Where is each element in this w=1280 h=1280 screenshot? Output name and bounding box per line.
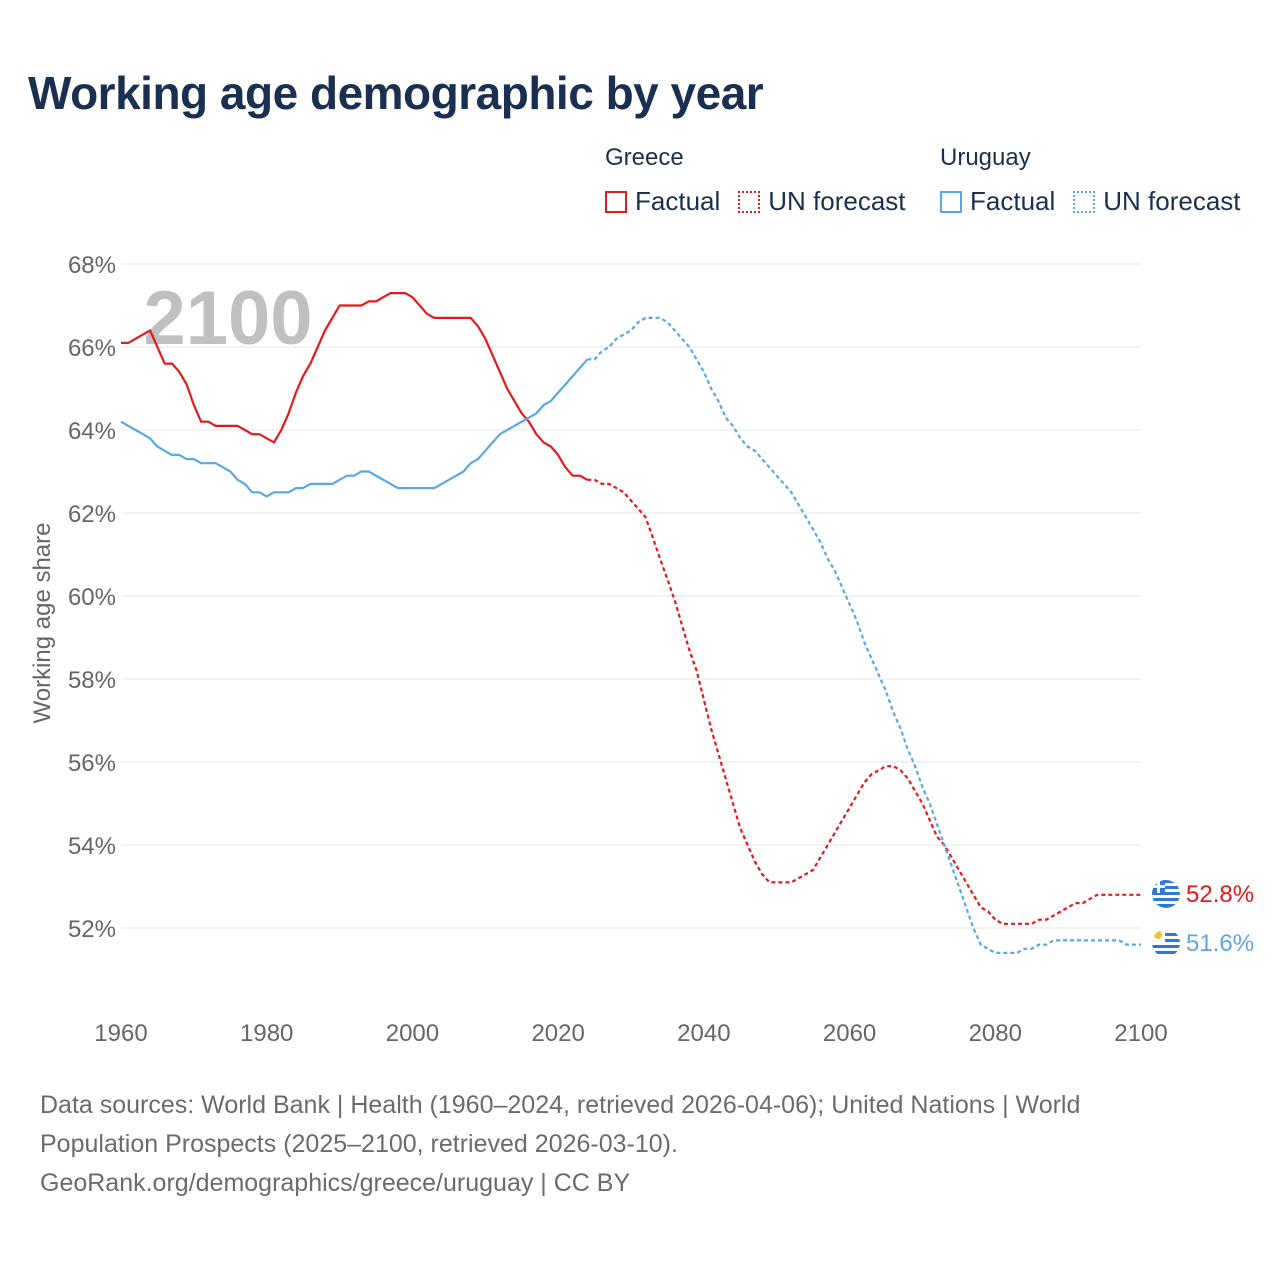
x-tick-label: 2100 xyxy=(1114,1020,1167,1047)
greece-forecast-line xyxy=(587,478,1141,925)
legend-label: Factual xyxy=(635,186,721,216)
legend-group-uruguay: Uruguay Factual UN forecast xyxy=(940,144,1259,217)
legend-group-greece: Greece Factual UN forecast xyxy=(605,144,924,217)
greece-flag-icon xyxy=(1152,880,1180,908)
legend-uruguay-factual[interactable]: Factual xyxy=(940,186,1055,217)
legend-greece-factual[interactable]: Factual xyxy=(605,186,720,217)
y-tick-label: 68% xyxy=(68,252,116,279)
legend-greece-forecast[interactable]: UN forecast xyxy=(738,186,906,217)
x-tick-label: 2000 xyxy=(386,1020,439,1047)
x-tick-label: 1960 xyxy=(94,1020,147,1047)
grid-lines xyxy=(121,263,1141,929)
y-tick-label: 64% xyxy=(68,418,116,445)
x-tick-label: 2020 xyxy=(531,1020,584,1047)
y-tick-label: 56% xyxy=(68,750,116,777)
y-tick-label: 62% xyxy=(68,501,116,528)
greece-factual-line xyxy=(121,292,588,481)
legend-label: Factual xyxy=(970,186,1056,216)
legend-label: UN forecast xyxy=(768,186,906,216)
year-watermark: 2100 xyxy=(143,276,312,361)
series-lines xyxy=(120,292,1141,954)
y-tick-label: 66% xyxy=(68,335,116,362)
legend-uruguay-forecast[interactable]: UN forecast xyxy=(1073,186,1241,217)
x-tick-label: 2040 xyxy=(677,1020,730,1047)
legend-swatch-dotted xyxy=(738,190,761,213)
sources-text: Data sources: World Bank | Health (1960–… xyxy=(40,1091,1081,1158)
data-sources-footer: Data sources: World Bank | Health (1960–… xyxy=(40,1086,1190,1203)
uruguay-end-value-label: 51.6% xyxy=(1186,930,1254,957)
x-axis-ticks: 1960 1980 2000 2020 2040 2060 2080 2100 xyxy=(94,1020,1167,1047)
y-axis-ticks: 52% 54% 56% 58% 60% 62% 64% 66% 68% xyxy=(68,252,116,943)
license-link[interactable]: GeoRank.org/demographics/greece/uruguay … xyxy=(40,1169,631,1197)
legend-swatch-solid xyxy=(940,190,962,213)
y-tick-label: 60% xyxy=(68,584,116,611)
y-axis-label: Working age share xyxy=(29,523,56,724)
y-tick-label: 52% xyxy=(68,916,116,943)
uruguay-factual-line xyxy=(120,358,589,498)
legend-swatch-dotted xyxy=(1073,190,1096,213)
legend-group-label: Greece xyxy=(605,144,684,171)
legend-swatch-solid xyxy=(605,190,627,213)
uruguay-forecast-line xyxy=(587,316,1141,954)
x-tick-label: 1980 xyxy=(240,1020,293,1047)
chart-title: Working age demographic by year xyxy=(28,67,764,119)
legend-label: UN forecast xyxy=(1103,186,1241,216)
greece-end-value-label: 52.8% xyxy=(1186,881,1254,908)
y-tick-label: 54% xyxy=(68,833,116,860)
x-tick-label: 2060 xyxy=(823,1020,876,1047)
legend-group-label: Uruguay xyxy=(940,144,1031,171)
x-tick-label: 2080 xyxy=(969,1020,1022,1047)
y-tick-label: 58% xyxy=(68,667,116,694)
uruguay-flag-icon xyxy=(1152,929,1180,957)
line-chart: 2100 52% 54% 56% 58% 60% 62% 64% 66% 68% 1960 198… xyxy=(29,252,1254,1047)
